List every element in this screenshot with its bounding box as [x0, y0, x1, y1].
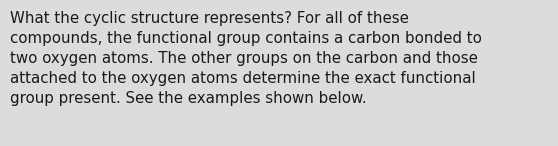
Text: What the cyclic structure represents? For all of these
compounds, the functional: What the cyclic structure represents? Fo… [10, 11, 482, 106]
